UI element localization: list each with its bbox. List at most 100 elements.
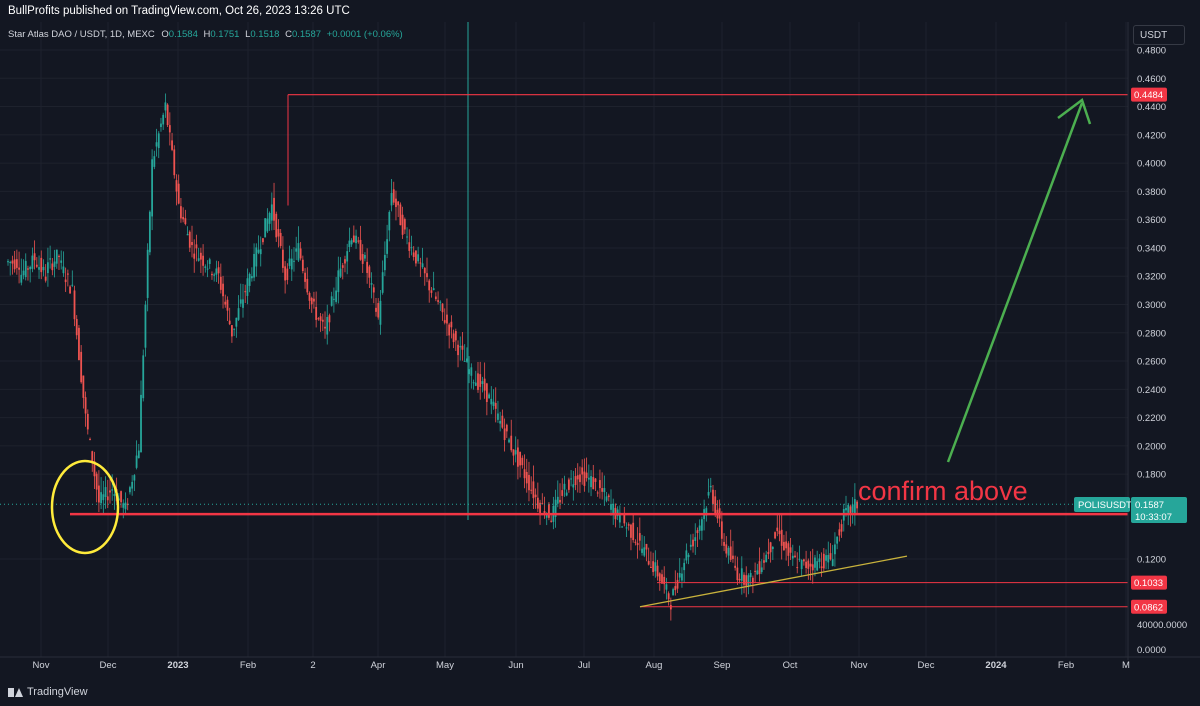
candle-body — [623, 513, 626, 524]
x-axis[interactable]: Nov Dec 2023 Feb 2 Apr May Jun Jul Aug Sep Oct Nov De… — [0, 656, 1200, 671]
candle-body — [197, 258, 200, 261]
candle-body — [215, 268, 218, 275]
highlight-circle — [50, 459, 120, 555]
candle-body — [548, 503, 550, 518]
candle-body — [789, 547, 792, 553]
candle-body — [556, 496, 559, 504]
candle-body — [676, 579, 679, 589]
candle-body — [707, 491, 710, 496]
candle-body — [457, 344, 459, 356]
tradingview-logo[interactable]: TradingView — [8, 686, 88, 698]
candle-body — [417, 254, 420, 262]
tradingview-logo-icon — [8, 687, 23, 697]
candle-body — [521, 457, 524, 466]
candle-body — [301, 259, 304, 272]
candle-body — [736, 567, 739, 581]
candles — [0, 93, 1128, 621]
candle-body — [494, 402, 497, 409]
candle-body — [576, 475, 579, 480]
candle-body — [820, 566, 823, 569]
candle-body — [745, 575, 748, 586]
candle-body — [335, 290, 338, 302]
candle-body — [168, 125, 171, 133]
candle-body — [339, 268, 342, 277]
candle-body — [421, 263, 424, 268]
candle-body — [20, 274, 23, 283]
level-badge — [1131, 575, 1167, 590]
candle-body — [133, 475, 136, 481]
confirm-above-annotation: confirm above — [858, 476, 1028, 506]
candle-body — [776, 527, 779, 532]
legend-c-label: C — [285, 29, 292, 40]
candle-body — [827, 554, 830, 563]
candle-body — [231, 325, 233, 337]
candle-body — [567, 479, 570, 490]
candle-body — [749, 573, 752, 578]
candle-body — [13, 259, 16, 270]
footer — [0, 680, 1200, 706]
candle-body — [700, 519, 703, 531]
candle-body — [605, 496, 608, 501]
candle-body — [264, 218, 267, 238]
candle-body — [834, 544, 836, 555]
y-axis[interactable]: 0.4800 0.4600 0.4400 0.4200 0.4000 0.3800 0.36… — [1127, 22, 1166, 660]
candle-body — [395, 198, 397, 208]
x-tick-label: Sep — [714, 660, 731, 671]
candle-body — [587, 477, 590, 480]
candle-body — [508, 439, 510, 443]
candle-body — [226, 299, 229, 311]
candle-body — [463, 360, 466, 362]
candle-body — [366, 261, 369, 273]
candle-body — [213, 274, 216, 276]
candle-body — [368, 266, 371, 278]
candle-body — [525, 471, 528, 484]
candle-body — [512, 449, 515, 456]
x-tick-label: 2024 — [985, 660, 1007, 671]
currency-button[interactable]: USDT — [1133, 25, 1185, 45]
candle-body — [754, 570, 757, 572]
candle-body — [536, 497, 539, 509]
y-tick-label: 0.2400 — [1137, 385, 1166, 396]
candle-body — [142, 355, 145, 399]
candle-body — [423, 267, 426, 274]
candle-body — [38, 267, 40, 270]
candle-body — [177, 183, 180, 204]
candle-body — [377, 303, 380, 318]
candle-body — [244, 291, 247, 293]
candle-body — [259, 249, 262, 255]
y-tick-label: 0.4400 — [1137, 102, 1166, 113]
candle-body — [419, 262, 422, 264]
candle-body — [15, 259, 18, 268]
candle-body — [208, 259, 211, 264]
svg-text:Star Atlas DAO / USDT, 1D, MEX: Star Atlas DAO / USDT, 1D, MEXC O0.1584 … — [8, 29, 403, 40]
candle-body — [86, 413, 89, 430]
candle-body — [235, 317, 238, 327]
y-tick-label: 0.4200 — [1137, 130, 1166, 141]
candle-body — [304, 272, 306, 282]
candle-body — [840, 524, 843, 532]
candle-body — [638, 533, 641, 541]
candle-body — [650, 566, 652, 568]
candle-body — [592, 477, 595, 490]
candle-body — [472, 382, 475, 384]
candle-body — [505, 424, 508, 432]
candle-body — [286, 268, 289, 280]
plot-area[interactable] — [0, 22, 1128, 657]
candle-body — [126, 503, 129, 505]
candle-body — [550, 520, 553, 522]
candle-body — [89, 438, 91, 440]
candle-body — [477, 373, 479, 390]
candle-body — [100, 492, 103, 504]
last-price-badge: POLISUSDT 0.1587 10:33:07 — [1074, 497, 1187, 523]
level-badge — [1131, 599, 1167, 614]
candle-body — [774, 532, 776, 539]
candle-body — [275, 213, 278, 238]
candle-body — [308, 292, 311, 301]
candle-body — [224, 301, 227, 305]
candle-body — [257, 249, 260, 253]
candle-body — [446, 314, 448, 324]
legend-l-label: L — [245, 29, 250, 40]
candle-body — [627, 524, 630, 526]
candle-body — [193, 253, 196, 259]
